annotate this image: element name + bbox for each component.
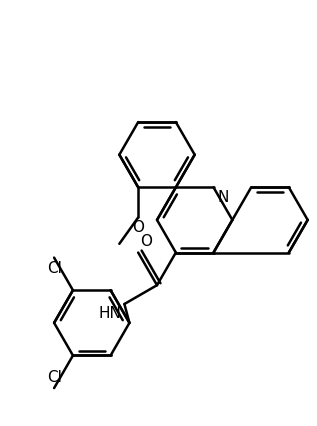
Text: Cl: Cl bbox=[47, 370, 61, 385]
Text: N: N bbox=[217, 190, 229, 205]
Text: O: O bbox=[140, 233, 152, 249]
Text: HN: HN bbox=[99, 306, 121, 321]
Text: Cl: Cl bbox=[47, 261, 61, 276]
Text: O: O bbox=[132, 220, 144, 236]
